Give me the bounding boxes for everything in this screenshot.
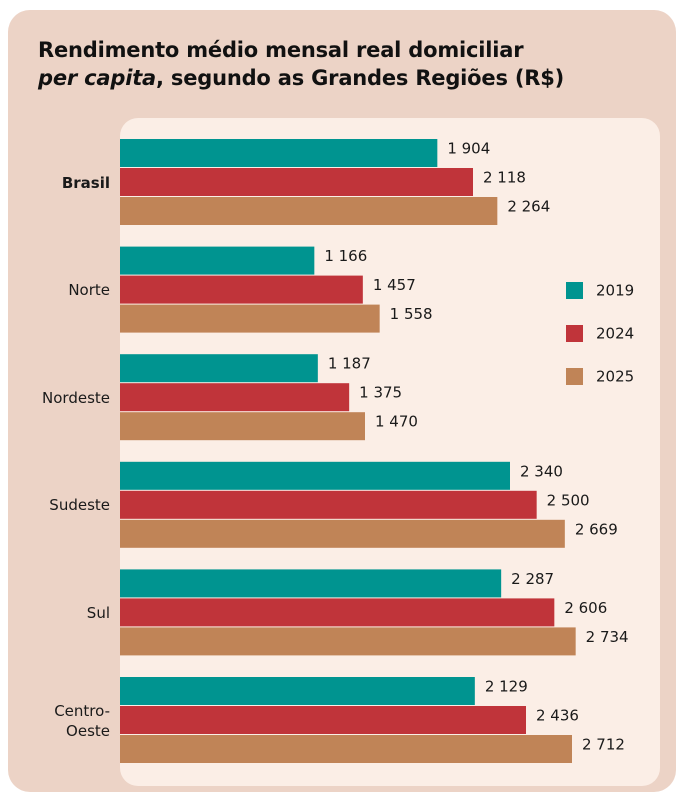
bar [120,246,315,275]
chart-title: Rendimento médio mensal real domiciliar … [38,36,564,92]
legend-swatch [566,368,583,385]
bar [120,139,438,167]
category-label: Nordeste [42,388,110,407]
value-label: 1 470 [375,413,418,431]
value-label: 2 118 [483,169,526,187]
bar [120,275,363,304]
value-label: 2 734 [586,628,629,646]
title-line: Rendimento médio mensal real domiciliar [38,38,524,62]
value-label: 1 904 [447,140,490,158]
value-label: 2 500 [547,491,590,509]
category-label: Sudeste [49,496,110,515]
bar [120,304,380,333]
bar [120,168,473,196]
value-label: 1 166 [324,247,367,265]
category-label: Centro-Oeste [54,701,110,740]
category-label: Brasil [61,173,110,192]
bar [120,383,350,412]
bar [120,706,526,734]
bar [120,197,498,225]
value-label: 2 436 [536,707,579,725]
title-italic: per capita [38,66,157,90]
legend-label: 2025 [596,368,634,386]
bar [120,412,365,441]
bar [120,490,537,519]
bar [120,677,475,705]
value-label: 1 558 [390,305,433,323]
value-label: 2 264 [507,198,550,216]
title-line: , segundo as Grandes Regiões (R$) [156,66,565,90]
bar [120,627,576,656]
value-label: 2 287 [511,570,554,588]
legend-swatch [566,282,583,299]
value-label: 1 375 [359,384,402,402]
value-label: 2 669 [575,520,618,538]
bar [120,569,502,598]
bar [120,598,555,627]
value-label: 2 606 [564,599,607,617]
category-label: Norte [68,281,110,300]
value-label: 1 187 [328,355,371,373]
legend-label: 2019 [596,282,634,300]
legend-label: 2024 [596,325,634,343]
value-label: 2 129 [485,678,528,696]
legend-swatch [566,325,583,342]
bar [120,735,572,763]
value-label: 2 712 [582,736,625,754]
value-label: 1 457 [373,276,416,294]
bar [120,354,318,383]
value-label: 2 340 [520,462,563,480]
bar [120,461,510,490]
bar [120,519,565,548]
category-label: Sul [86,603,110,622]
